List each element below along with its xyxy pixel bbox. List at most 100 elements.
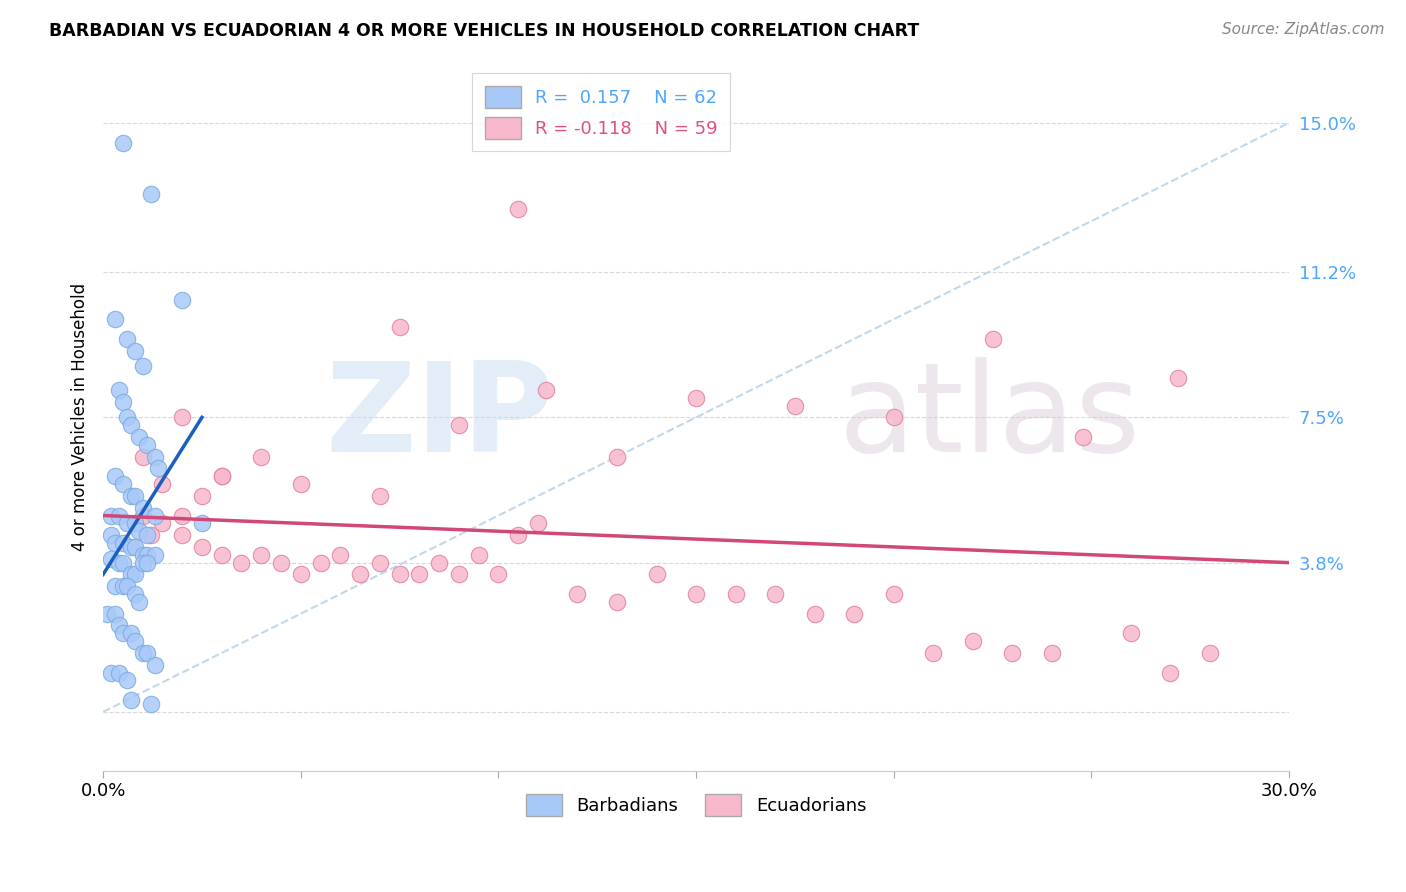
- Point: [1073, 430, 1095, 444]
- Point: [124, 540, 146, 554]
- Point: [108, 508, 131, 523]
- Point: [131, 450, 153, 464]
- Point: [115, 410, 138, 425]
- Point: [250, 548, 273, 562]
- Point: [388, 567, 411, 582]
- Point: [111, 536, 134, 550]
- Point: [111, 394, 134, 409]
- Point: [139, 528, 162, 542]
- Point: [447, 418, 470, 433]
- Point: [427, 556, 450, 570]
- Point: [104, 536, 127, 550]
- Point: [981, 332, 1004, 346]
- Point: [128, 595, 150, 609]
- Point: [131, 548, 153, 562]
- Point: [96, 607, 118, 621]
- Point: [139, 186, 162, 201]
- Point: [368, 556, 391, 570]
- Point: [120, 540, 142, 554]
- Point: [143, 508, 166, 523]
- Point: [329, 548, 352, 562]
- Point: [349, 567, 371, 582]
- Point: [290, 567, 312, 582]
- Point: [135, 548, 157, 562]
- Point: [191, 516, 214, 531]
- Point: [135, 556, 157, 570]
- Point: [111, 579, 134, 593]
- Text: BARBADIAN VS ECUADORIAN 4 OR MORE VEHICLES IN HOUSEHOLD CORRELATION CHART: BARBADIAN VS ECUADORIAN 4 OR MORE VEHICL…: [49, 22, 920, 40]
- Point: [1119, 626, 1142, 640]
- Point: [124, 567, 146, 582]
- Point: [131, 556, 153, 570]
- Point: [139, 697, 162, 711]
- Point: [606, 595, 628, 609]
- Point: [1159, 665, 1181, 680]
- Point: [115, 673, 138, 688]
- Point: [104, 607, 127, 621]
- Point: [211, 469, 233, 483]
- Point: [104, 312, 127, 326]
- Point: [685, 587, 707, 601]
- Point: [111, 136, 134, 150]
- Point: [922, 646, 945, 660]
- Point: [309, 556, 332, 570]
- Point: [120, 693, 142, 707]
- Point: [128, 524, 150, 539]
- Point: [120, 418, 142, 433]
- Point: [131, 500, 153, 515]
- Point: [783, 399, 806, 413]
- Point: [508, 528, 530, 542]
- Point: [143, 548, 166, 562]
- Text: ZIP: ZIP: [325, 357, 554, 478]
- Text: atlas: atlas: [838, 357, 1140, 478]
- Point: [111, 556, 134, 570]
- Point: [143, 450, 166, 464]
- Point: [148, 461, 170, 475]
- Point: [606, 450, 628, 464]
- Point: [120, 567, 142, 582]
- Point: [191, 489, 214, 503]
- Point: [270, 556, 292, 570]
- Point: [447, 567, 470, 582]
- Point: [124, 587, 146, 601]
- Point: [108, 556, 131, 570]
- Point: [131, 359, 153, 374]
- Point: [128, 430, 150, 444]
- Point: [104, 579, 127, 593]
- Point: [508, 202, 530, 217]
- Point: [763, 587, 786, 601]
- Point: [124, 343, 146, 358]
- Point: [1001, 646, 1024, 660]
- Point: [211, 548, 233, 562]
- Point: [486, 567, 509, 582]
- Point: [844, 607, 866, 621]
- Point: [100, 528, 122, 542]
- Point: [100, 508, 122, 523]
- Point: [124, 516, 146, 531]
- Point: [1199, 646, 1222, 660]
- Point: [135, 646, 157, 660]
- Point: [115, 516, 138, 531]
- Point: [388, 320, 411, 334]
- Point: [172, 293, 194, 307]
- Point: [152, 516, 174, 531]
- Point: [534, 383, 557, 397]
- Point: [108, 618, 131, 632]
- Point: [104, 469, 127, 483]
- Point: [131, 646, 153, 660]
- Point: [172, 528, 194, 542]
- Point: [368, 489, 391, 503]
- Point: [724, 587, 747, 601]
- Legend: Barbadians, Ecuadorians: Barbadians, Ecuadorians: [517, 785, 876, 825]
- Point: [115, 579, 138, 593]
- Point: [250, 450, 273, 464]
- Point: [111, 626, 134, 640]
- Point: [527, 516, 550, 531]
- Point: [408, 567, 430, 582]
- Point: [131, 508, 153, 523]
- Point: [962, 634, 984, 648]
- Point: [135, 438, 157, 452]
- Point: [120, 626, 142, 640]
- Point: [883, 410, 905, 425]
- Point: [231, 556, 253, 570]
